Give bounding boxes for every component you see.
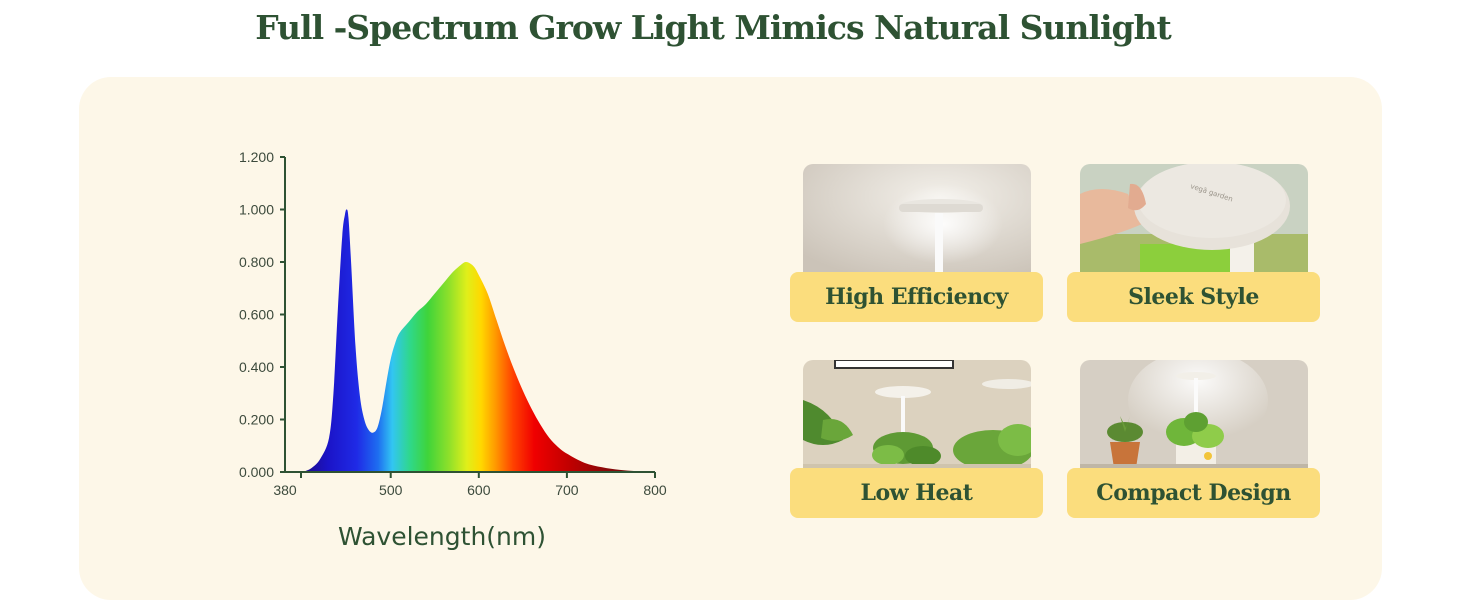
y-tick-label: 1.200 <box>239 149 274 165</box>
x-tick-label: 700 <box>555 482 579 498</box>
x-tick-label: 600 <box>467 482 491 498</box>
y-tick-label: 0.200 <box>239 412 274 428</box>
spectrum-area <box>302 209 655 473</box>
grow-light-lamp-on-white-wall-photo <box>803 164 1031 274</box>
x-tick-label: 500 <box>379 482 403 498</box>
lamp-over-potted-plants-photo <box>1080 360 1308 470</box>
y-tick-label: 0.600 <box>239 307 274 323</box>
feature-label: Low Heat <box>790 468 1043 518</box>
y-tick-label: 0.400 <box>239 359 274 375</box>
feature-label: Sleek Style <box>1067 272 1320 322</box>
page-title: Full -Spectrum Grow Light Mimics Natural… <box>255 8 1172 47</box>
feature-sleek-style: vegā garden Sleek Style <box>1067 164 1464 322</box>
x-tick-label: 800 <box>643 482 667 498</box>
x-tick-label: 380 <box>273 482 297 498</box>
x-axis-label: Wavelength(nm) <box>338 522 546 551</box>
hand-holding-lamp-head-photo: vegā garden <box>1080 164 1308 274</box>
lamp-over-plants-photo <box>803 360 1031 470</box>
feature-label: Compact Design <box>1067 468 1320 518</box>
feature-low-heat: Low Heat <box>790 360 1321 518</box>
feature-high-efficiency: High Efficiency <box>790 164 1321 322</box>
y-tick-label: 0.800 <box>239 254 274 270</box>
feature-compact-design: Compact Design <box>1067 360 1464 518</box>
y-tick-label: 1.000 <box>239 202 274 218</box>
feature-label: High Efficiency <box>790 272 1043 322</box>
y-tick-label: 0.000 <box>239 464 274 480</box>
